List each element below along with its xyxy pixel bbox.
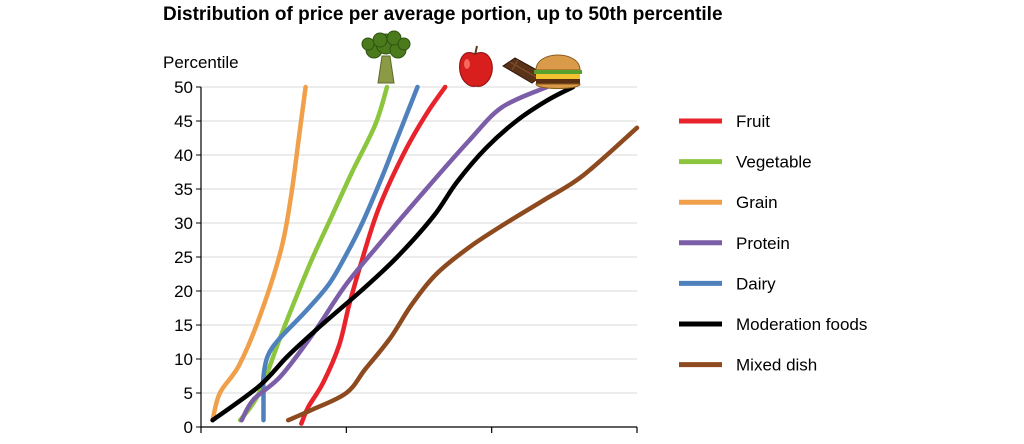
y-tick-label: 15 (174, 316, 193, 335)
series-line-dairy (260, 84, 420, 423)
legend-item-fruit: Fruit (679, 112, 770, 131)
legend-label: Protein (736, 234, 790, 253)
legend-label: Mixed dish (736, 356, 817, 375)
legend-label: Grain (736, 193, 778, 212)
series-line-moderation-foods (210, 84, 576, 423)
legend-label: Moderation foods (736, 315, 867, 334)
series-line-fruit (299, 84, 448, 426)
legend-label: Fruit (736, 112, 770, 131)
legend-item-protein: Protein (679, 234, 790, 253)
y-tick-label: 0 (184, 418, 193, 437)
y-axis-label: Percentile (163, 53, 239, 72)
gridlines (201, 86, 637, 394)
series-line-grain (210, 84, 308, 423)
legend-item-mixed-dish: Mixed dish (679, 356, 817, 375)
burger-icon (534, 54, 582, 89)
series-line-mixed-dish (285, 125, 640, 423)
axes (200, 87, 638, 433)
apple-icon (459, 45, 493, 87)
y-tick-label: 25 (174, 248, 193, 267)
series-lines (210, 84, 640, 426)
food-icons (361, 30, 582, 89)
legend: Fruit Vegetable Grain Protein Dairy Moderatio… (679, 112, 867, 375)
chart-title: Distribution of price per average portio… (163, 4, 723, 25)
series-line-protein (239, 84, 550, 423)
legend-item-moderation-foods: Moderation foods (679, 315, 867, 334)
legend-item-dairy: Dairy (679, 274, 776, 293)
y-tick-label: 20 (174, 282, 193, 301)
y-tick-label: 45 (174, 112, 193, 131)
y-tick-label: 35 (174, 180, 193, 199)
y-tick-label: 30 (174, 214, 193, 233)
y-axis-ticks: 0 5 10 15 20 25 30 35 40 45 50 (174, 78, 201, 437)
y-tick-label: 50 (174, 78, 193, 97)
broccoli-icon (361, 30, 411, 84)
legend-item-vegetable: Vegetable (679, 153, 812, 172)
legend-item-grain: Grain (679, 193, 778, 212)
legend-label: Vegetable (736, 153, 812, 172)
y-tick-label: 40 (174, 146, 193, 165)
y-tick-label: 5 (184, 384, 193, 403)
legend-label: Dairy (736, 274, 776, 293)
y-tick-label: 10 (174, 350, 193, 369)
